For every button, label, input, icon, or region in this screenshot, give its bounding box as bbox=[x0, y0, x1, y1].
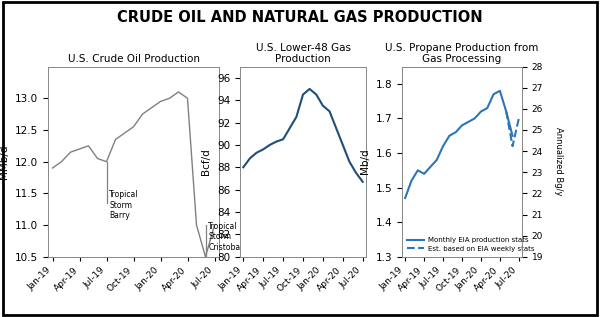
Monthly EIA production stats bbox=[509, 134, 516, 138]
Monthly EIA production stats bbox=[503, 110, 510, 113]
Monthly EIA production stats bbox=[484, 106, 491, 110]
Monthly EIA production stats bbox=[496, 89, 503, 93]
Y-axis label: Annualized Bg/y: Annualized Bg/y bbox=[554, 127, 563, 196]
Monthly EIA production stats bbox=[478, 110, 485, 113]
Monthly EIA production stats bbox=[458, 123, 466, 127]
Monthly EIA production stats bbox=[408, 179, 415, 183]
Monthly EIA production stats bbox=[446, 134, 453, 138]
Est. based on EIA weekly stats bbox=[515, 117, 523, 120]
Monthly EIA production stats bbox=[421, 172, 428, 176]
Monthly EIA production stats bbox=[414, 168, 421, 172]
Line: Est. based on EIA weekly stats: Est. based on EIA weekly stats bbox=[506, 112, 519, 146]
Monthly EIA production stats bbox=[427, 165, 434, 169]
Monthly EIA production stats bbox=[465, 120, 472, 124]
Y-axis label: MMb/d: MMb/d bbox=[0, 145, 10, 179]
Line: Monthly EIA production stats: Monthly EIA production stats bbox=[405, 91, 512, 198]
Monthly EIA production stats bbox=[439, 144, 446, 148]
Legend: Monthly EIA production stats, Est. based on EIA weekly stats: Monthly EIA production stats, Est. based… bbox=[406, 236, 536, 253]
Text: Tropical
Storm
Barry: Tropical Storm Barry bbox=[109, 190, 139, 220]
Est. based on EIA weekly stats bbox=[509, 144, 516, 148]
Monthly EIA production stats bbox=[471, 117, 478, 120]
Text: Tropical
Storm
Cristobal: Tropical Storm Cristobal bbox=[208, 222, 242, 252]
Y-axis label: Bcf/d: Bcf/d bbox=[202, 148, 211, 175]
Title: U.S. Propane Production from
Gas Processing: U.S. Propane Production from Gas Process… bbox=[385, 43, 539, 64]
Title: U.S. Lower-48 Gas
Production: U.S. Lower-48 Gas Production bbox=[256, 43, 350, 64]
Y-axis label: Mb/d: Mb/d bbox=[360, 149, 370, 174]
Est. based on EIA weekly stats bbox=[503, 110, 510, 113]
Text: CRUDE OIL AND NATURAL GAS PRODUCTION: CRUDE OIL AND NATURAL GAS PRODUCTION bbox=[117, 10, 483, 24]
Monthly EIA production stats bbox=[452, 130, 459, 134]
Monthly EIA production stats bbox=[401, 196, 409, 200]
Title: U.S. Crude Oil Production: U.S. Crude Oil Production bbox=[67, 55, 199, 64]
Monthly EIA production stats bbox=[433, 158, 440, 162]
Monthly EIA production stats bbox=[490, 92, 497, 96]
